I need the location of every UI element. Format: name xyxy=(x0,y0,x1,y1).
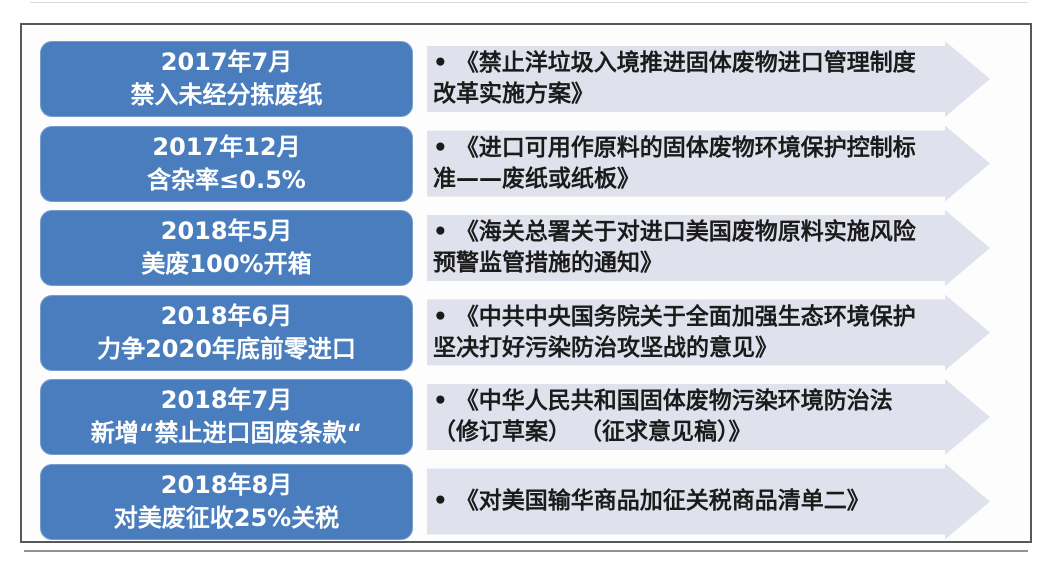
policy-text: • 《海关总署关于对进口美国废物原料实施风险预警监管措施的通知》 xyxy=(427,217,990,279)
milestone-box: 2017年7月 禁入未经分拣废纸 xyxy=(40,41,413,117)
policy-title: 《对美国输华商品加征关税商品清单二》 xyxy=(455,488,870,514)
milestone-date: 2017年7月 xyxy=(160,48,293,76)
bullet-icon: • xyxy=(433,219,448,245)
bottom-divider xyxy=(24,550,1028,552)
policy-text: • 《禁止洋垃圾入境推进固体废物进口管理制度改革实施方案》 xyxy=(427,48,990,110)
policy-text: • 《中共中央国务院关于全面加强生态环境保护坚决打好污染防治攻坚战的意见》 xyxy=(427,302,990,364)
timeline-rows: 2017年7月 禁入未经分拣废纸 • 《禁止洋垃圾入境推进固体废物进口管理制度改革… xyxy=(40,41,990,540)
milestone-box: 2017年12月 含杂率≤0.5% xyxy=(40,125,413,202)
policy-arrow: • 《对美国输华商品加征关税商品清单二》 xyxy=(427,463,990,540)
timeline-row-6: 2018年8月 对美废征收25%关税 • 《对美国输华商品加征关税商品清单二》 xyxy=(40,463,990,540)
arrow-right-icon xyxy=(427,41,990,117)
policy-text: • 《对美国输华商品加征关税商品清单二》 xyxy=(427,486,924,517)
milestone-action: 新增“禁止进口固废条款“ xyxy=(90,419,363,447)
timeline-row-1: 2017年7月 禁入未经分拣废纸 • 《禁止洋垃圾入境推进固体废物进口管理制度改革… xyxy=(40,41,990,117)
timeline-row-5: 2018年7月 新增“禁止进口固废条款“ • 《中华人民共和国固体废物污染环境防治… xyxy=(40,379,990,455)
bullet-icon: • xyxy=(433,488,448,514)
milestone-date: 2018年7月 xyxy=(160,386,293,414)
arrow-right-icon xyxy=(427,210,990,286)
policy-title: 《海关总署关于对进口美国废物原料实施风险预警监管措施的通知》 xyxy=(433,219,916,276)
milestone-box: 2018年5月 美废100%开箱 xyxy=(40,210,413,286)
timeline-row-4: 2018年6月 力争2020年底前零进口 • 《中共中央国务院关于全面加强生态环境… xyxy=(40,294,990,371)
arrow-right-icon xyxy=(427,379,990,455)
milestone-date: 2018年6月 xyxy=(160,301,293,330)
bullet-icon: • xyxy=(433,50,448,76)
policy-text: • 《进口可用作原料的固体废物环境保护控制标准——废纸或纸板》 xyxy=(427,133,990,195)
bullet-icon: • xyxy=(433,388,448,414)
policy-arrow: • 《海关总署关于对进口美国废物原料实施风险预警监管措施的通知》 xyxy=(427,210,990,286)
policy-arrow: • 《中华人民共和国固体废物污染环境防治法（修订草案） （征求意见稿）》 xyxy=(427,379,990,455)
timeline-row-3: 2018年5月 美废100%开箱 • 《海关总署关于对进口美国废物原料实施风险预警… xyxy=(40,210,990,286)
milestone-action: 力争2020年底前零进口 xyxy=(97,334,356,363)
arrow-right-icon xyxy=(427,125,990,202)
milestone-action: 含杂率≤0.5% xyxy=(147,165,306,194)
bullet-icon: • xyxy=(433,134,448,161)
milestone-box: 2018年7月 新增“禁止进口固废条款“ xyxy=(40,379,413,455)
milestone-action: 禁入未经分拣废纸 xyxy=(130,81,323,109)
timeline-row-2: 2017年12月 含杂率≤0.5% • 《进口可用作原料的固体废物环境保护控制标准… xyxy=(40,125,990,202)
policy-arrow: • 《禁止洋垃圾入境推进固体废物进口管理制度改革实施方案》 xyxy=(427,41,990,117)
policy-title: 《中共中央国务院关于全面加强生态环境保护坚决打好污染防治攻坚战的意见》 xyxy=(433,303,916,361)
milestone-box: 2018年8月 对美废征收25%关税 xyxy=(40,463,413,540)
milestone-box: 2018年6月 力争2020年底前零进口 xyxy=(40,294,413,371)
milestone-date: 2018年8月 xyxy=(160,470,293,499)
figure-frame: 2017年7月 禁入未经分拣废纸 • 《禁止洋垃圾入境推进固体废物进口管理制度改革… xyxy=(20,23,1032,543)
top-divider xyxy=(30,2,1028,3)
milestone-date: 2018年5月 xyxy=(160,217,293,245)
policy-title: 《禁止洋垃圾入境推进固体废物进口管理制度改革实施方案》 xyxy=(433,50,916,107)
bullet-icon: • xyxy=(433,303,448,330)
milestone-date: 2017年12月 xyxy=(152,132,301,161)
policy-arrow: • 《进口可用作原料的固体废物环境保护控制标准——废纸或纸板》 xyxy=(427,125,990,202)
milestone-action: 对美废征收25%关税 xyxy=(113,503,340,532)
arrow-right-icon xyxy=(427,294,990,371)
policy-title: 《中华人民共和国固体废物污染环境防治法（修订草案） （征求意见稿）》 xyxy=(433,388,893,445)
milestone-action: 美废100%开箱 xyxy=(141,250,312,278)
arrow-right-icon xyxy=(427,463,990,540)
policy-text: • 《中华人民共和国固体废物污染环境防治法（修订草案） （征求意见稿）》 xyxy=(427,386,990,448)
policy-arrow: • 《中共中央国务院关于全面加强生态环境保护坚决打好污染防治攻坚战的意见》 xyxy=(427,294,990,371)
policy-title: 《进口可用作原料的固体废物环境保护控制标准——废纸或纸板》 xyxy=(433,134,916,192)
